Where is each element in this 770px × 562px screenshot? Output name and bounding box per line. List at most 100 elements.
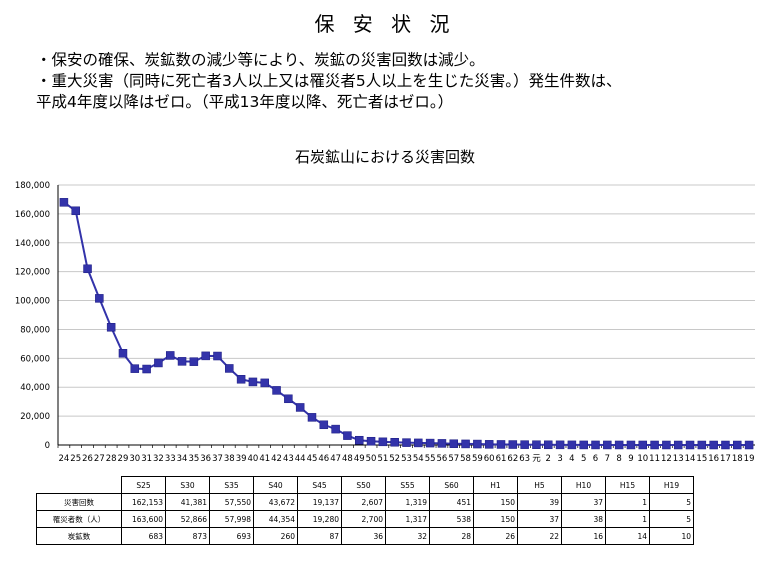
data-point (603, 440, 612, 450)
x-tick-label: 3 (557, 454, 562, 464)
table-cell: 538 (429, 510, 474, 528)
x-tick-label: 36 (200, 454, 211, 464)
data-point (378, 437, 388, 447)
data-point (461, 439, 470, 449)
y-tick-label: 20,000 (20, 412, 50, 422)
data-point (366, 436, 376, 446)
data-point (626, 440, 636, 450)
data-point (414, 438, 423, 448)
data-point (721, 440, 730, 450)
y-tick-label: 60,000 (20, 354, 50, 364)
x-tick-label: 8 (616, 454, 621, 464)
data-point (248, 377, 258, 387)
y-tick-label: 120,000 (15, 268, 50, 278)
table-cell: 150 (473, 493, 518, 511)
data-point (425, 438, 435, 448)
data-point (260, 378, 269, 388)
x-tick-label: 48 (342, 454, 353, 464)
x-tick-label: 31 (141, 454, 152, 464)
x-tick-label: 27 (94, 454, 105, 464)
data-point (118, 349, 128, 358)
x-tick-label: 4 (569, 454, 574, 464)
data-point (154, 358, 163, 368)
x-tick-label: 42 (271, 454, 282, 464)
x-tick-label: 30 (129, 454, 140, 464)
table-cell: 38 (561, 510, 606, 528)
table-cell: 2,700 (341, 510, 386, 528)
table-cell: 87 (297, 527, 342, 545)
data-point (662, 440, 671, 450)
x-tick-label: 7 (605, 454, 610, 464)
x-tick-label: 17 (720, 454, 731, 464)
table-cell: 39 (517, 493, 562, 511)
data-point (402, 438, 411, 447)
x-tick-label: 29 (118, 454, 129, 464)
table-row: 炭鉱数 683 873 693 260 87 36 32 28 26 22 16 14 10 (36, 527, 694, 545)
y-tick-label: 180,000 (15, 181, 50, 191)
data-point (544, 440, 553, 450)
table-header-cell: S55 (385, 476, 430, 494)
data-point (673, 440, 683, 450)
x-tick-label: 38 (224, 454, 235, 464)
data-point (579, 440, 588, 450)
x-tick-label: 44 (295, 454, 306, 464)
data-point (236, 375, 246, 384)
table-cell: 1,319 (385, 493, 430, 511)
x-tick-label: 10 (637, 454, 648, 464)
x-tick-label: 11 (649, 454, 660, 464)
table-cell: 28 (429, 527, 474, 545)
data-point (473, 439, 482, 449)
x-tick-label: 14 (685, 454, 696, 464)
disaster-count-line-chart: 0 20,000 40,000 60,000 80,000 100,000 120,000 1… (15, 181, 755, 464)
x-tick-label: 63 (519, 454, 530, 464)
table-header-cell: H5 (517, 476, 562, 494)
bullet-line-1: ・保安の確保、炭鉱数の減少等により、炭鉱の災害回数は減少。 (36, 51, 485, 69)
table-cell: 1,317 (385, 510, 430, 528)
x-tick-label: 26 (82, 454, 93, 464)
x-tick-label: 6 (593, 454, 598, 464)
table-header-cell: S30 (165, 476, 210, 494)
table-cell: 44,354 (253, 510, 298, 528)
x-tick-label: 12 (661, 454, 672, 464)
x-tick-label: 62 (507, 454, 518, 464)
data-point (295, 403, 305, 412)
table-cell: 693 (209, 527, 254, 545)
table-cell: 14 (605, 527, 650, 545)
data-point (567, 440, 577, 450)
series-line (63, 201, 750, 446)
data-point (201, 351, 210, 361)
table-cell: 57,550 (209, 493, 254, 511)
bullet-line-3: 平成4年度以降はゼロ。（平成13年度以降、死亡者はゼロ。） (36, 93, 454, 111)
y-tick-label: 140,000 (15, 239, 50, 249)
data-point (650, 440, 659, 450)
data-point (484, 440, 494, 449)
data-point (272, 386, 281, 395)
x-tick-label: 58 (460, 454, 471, 464)
x-tick-label: 5 (581, 454, 586, 464)
table-cell: 43,672 (253, 493, 298, 511)
table-header-cell: S35 (209, 476, 254, 494)
x-tick-label: 元 (532, 454, 541, 464)
x-tick-label: 55 (425, 454, 436, 464)
table-header-cell: H19 (649, 476, 694, 494)
table-cell: 57,998 (209, 510, 254, 528)
y-tick-label: 160,000 (15, 210, 50, 220)
y-tick-label: 0 (45, 441, 50, 451)
x-tick-label: 18 (732, 454, 743, 464)
x-tick-label: 25 (70, 454, 81, 464)
bullet-line-2: ・重大災害（同時に死亡者3人以上又は罹災者5人以上を生じた災害。）発生件数は、 (36, 72, 622, 90)
table-cell: 5 (649, 510, 694, 528)
x-tick-label: 56 (437, 454, 448, 464)
data-point (638, 440, 648, 450)
x-tick-label: 37 (212, 454, 223, 464)
x-tick-label: 2 (546, 454, 551, 464)
table-cell: 19,137 (297, 493, 342, 511)
chart-title: 石炭鉱山における災害回数 (294, 148, 475, 166)
data-point (331, 424, 340, 434)
summary-bullets: ・保安の確保、炭鉱数の減少等により、炭鉱の災害回数は減少。 ・重大災害（同時に死… (36, 50, 621, 113)
x-tick-label: 45 (307, 454, 318, 464)
table-cell: 2,607 (341, 493, 386, 511)
table-header-cell: H10 (561, 476, 606, 494)
data-point (614, 440, 624, 450)
x-tick-label: 16 (708, 454, 719, 464)
